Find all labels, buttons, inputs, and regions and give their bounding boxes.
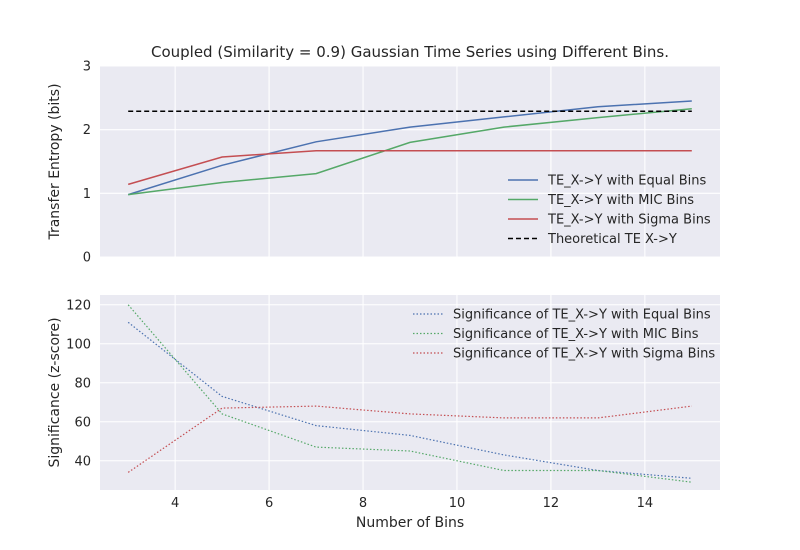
chart-1-title: Coupled (Similarity = 0.9) Gaussian Time…: [151, 43, 669, 61]
chart-2-x-tick-label: 8: [359, 496, 367, 511]
bottom-chart-panel: 40 60 80 100 120 4 6 8 10 12 14 Significance of TE_…: [47, 295, 720, 531]
chart-2-x-tick-label: 4: [171, 496, 179, 511]
chart-2-series-significance-of-te-x-y-with-equal-bins: [127, 321, 692, 479]
top-chart-panel: 0 1 2 3 TE_X->Y with Equal Bins TE_X->Y with …: [47, 43, 720, 266]
chart-2-plot-area: [100, 295, 720, 490]
chart-2-y-tick-label: 100: [66, 337, 91, 352]
chart-2-x-tick-label: 6: [265, 496, 273, 511]
chart-2-legend-label: Significance of TE_X->Y with Sigma Bins: [453, 347, 715, 362]
chart-1-y-tick-label: 1: [83, 187, 91, 202]
chart-1-y-tick-label: 0: [83, 251, 91, 266]
chart-2-y-tick-label: 80: [74, 376, 91, 391]
chart-2-y-axis-label: Significance (z-score): [47, 317, 63, 467]
chart-1-y-tick-label: 2: [83, 123, 91, 138]
chart-1-y-tick-label: 3: [83, 60, 91, 75]
chart-2-y-tick-label: 120: [66, 298, 91, 313]
chart-1-legend-label: TE_X->Y with MIC Bins: [547, 193, 694, 208]
chart-2-legend-label: Significance of TE_X->Y with MIC Bins: [453, 327, 699, 342]
chart-1-legend-label: TE_X->Y with Equal Bins: [547, 174, 706, 189]
chart-2-y-tick-label: 60: [74, 415, 91, 430]
chart-1-y-axis-label: Transfer Entropy (bits): [47, 83, 63, 240]
chart-1-series-te-x-y-with-equal-bins: [127, 100, 692, 196]
chart-2-series-significance-of-te-x-y-with-mic-bins: [127, 304, 692, 483]
chart-2-series-significance-of-te-x-y-with-sigma-bins: [127, 405, 692, 473]
chart-1-series-te-x-y-with-sigma-bins: [127, 149, 692, 186]
chart-2-x-tick-label: 10: [449, 496, 466, 511]
chart-2-y-tick-label: 40: [74, 454, 91, 469]
chart-2-x-axis-label: Number of Bins: [356, 515, 464, 531]
chart-2-legend-label: Significance of TE_X->Y with Equal Bins: [453, 308, 711, 323]
chart-2-x-tick-label: 12: [543, 496, 560, 511]
chart-2-x-tick-label: 14: [637, 496, 654, 511]
chart-1-series-te-x-y-with-mic-bins: [128, 107, 692, 196]
chart-1-legend-label: Theoretical TE X->Y: [547, 232, 677, 247]
chart-1-legend-label: TE_X->Y with Sigma Bins: [547, 213, 711, 228]
chart-1-plot-area: [100, 66, 720, 257]
